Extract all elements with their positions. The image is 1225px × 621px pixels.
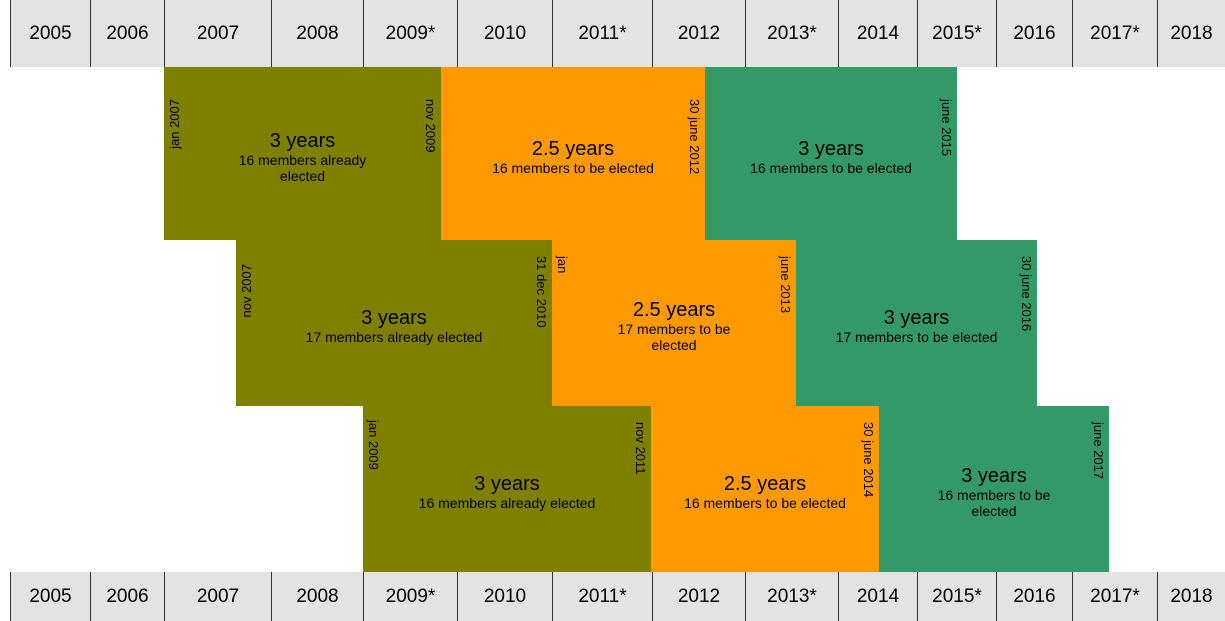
year-cell: 2016 bbox=[996, 0, 1072, 67]
duration: 2.5 years bbox=[531, 137, 615, 160]
duration: 2.5 years bbox=[723, 473, 807, 496]
members: 16 members to be elected bbox=[684, 495, 846, 512]
year-cell: 2017* bbox=[1072, 0, 1157, 67]
members: 16 members to be elected bbox=[492, 159, 654, 176]
year-cell: 2010 bbox=[457, 0, 552, 67]
term-text: 3 years 17 members already elected bbox=[274, 307, 514, 345]
duration: 2.5 years bbox=[632, 299, 716, 322]
end-date: nov 2009 bbox=[423, 99, 438, 153]
year-cell: 2010 bbox=[457, 572, 552, 621]
year-cell: 2008 bbox=[271, 0, 363, 67]
duration: 3 years bbox=[361, 307, 427, 330]
year-cell: 2015* bbox=[917, 572, 996, 621]
members: 16 members already elected bbox=[238, 151, 367, 184]
members: 16 members to be elected bbox=[750, 159, 912, 176]
year-cell: 2013* bbox=[745, 0, 838, 67]
duration: 3 years bbox=[798, 137, 864, 160]
term-block: 3 years 16 members to be elected june 2015 bbox=[705, 67, 957, 240]
term-text: 2.5 years 17 members to be elected bbox=[599, 299, 749, 353]
end-date: june 2013 bbox=[778, 256, 793, 314]
year-cell: 2013* bbox=[745, 572, 838, 621]
end-date: june 2015 bbox=[939, 99, 954, 157]
end-date: nov 2011 bbox=[633, 422, 648, 475]
year-cell: 2016 bbox=[996, 572, 1072, 621]
term-block: 2.5 years 16 members to be elected 30 june… bbox=[651, 406, 879, 572]
term-block: 3 years 17 members already elected nov 200… bbox=[236, 240, 552, 406]
term-text: 3 years 17 members to be elected bbox=[807, 307, 1027, 345]
year-cell: 2014 bbox=[838, 0, 917, 67]
year-cell: 2008 bbox=[271, 572, 363, 621]
year-cell: 2017* bbox=[1072, 572, 1157, 621]
start-date: jan 2009 bbox=[366, 420, 381, 470]
term-block: 2.5 years 17 members to be elected jan june… bbox=[552, 240, 796, 406]
year-header-top: 2005 2006 2007 2008 2009* 2010 2011* 2012 2013* 2… bbox=[10, 0, 1225, 67]
year-cell: 2006 bbox=[90, 0, 164, 67]
year-cell: 2005 bbox=[10, 0, 90, 67]
start-date: jan 2007 bbox=[167, 99, 182, 149]
term-text: 2.5 years 16 members to be elected bbox=[655, 473, 875, 511]
duration: 3 years bbox=[474, 473, 540, 496]
end-date: 30 june 2014 bbox=[861, 422, 876, 498]
year-cell: 2018 bbox=[1157, 0, 1225, 67]
year-cell: 2018 bbox=[1157, 572, 1225, 621]
term-text: 3 years 16 members already elected bbox=[387, 473, 627, 511]
year-cell: 2015* bbox=[917, 0, 996, 67]
members: 17 members already elected bbox=[305, 329, 483, 346]
year-cell: 2007 bbox=[164, 572, 271, 621]
year-cell: 2011* bbox=[552, 572, 652, 621]
year-cell: 2006 bbox=[90, 572, 164, 621]
year-cell: 2012 bbox=[652, 0, 745, 67]
end-date: 30 june 2012 bbox=[687, 99, 702, 175]
term-text: 3 years 16 members to be elected bbox=[919, 465, 1069, 519]
year-cell: 2012 bbox=[652, 572, 745, 621]
members: 17 members to be elected bbox=[617, 321, 731, 354]
duration: 3 years bbox=[883, 307, 950, 330]
year-cell: 2011* bbox=[552, 0, 652, 67]
duration: 3 years bbox=[269, 129, 336, 152]
term-block: 3 years 17 members to be elected 30 june 2… bbox=[796, 240, 1037, 406]
term-text: 2.5 years 16 members to be elected bbox=[463, 138, 683, 176]
end-date: 30 june 2016 bbox=[1019, 256, 1034, 332]
term-block: 3 years 16 members already elected jan 200… bbox=[164, 67, 441, 240]
year-cell: 2007 bbox=[164, 0, 271, 67]
year-cell: 2009* bbox=[363, 0, 457, 67]
term-text: 3 years 16 members already elected bbox=[223, 130, 383, 184]
start-date: jan bbox=[555, 256, 570, 274]
term-block: 3 years 16 members already elected jan 200… bbox=[363, 406, 651, 572]
year-header-bottom: 2005 2006 2007 2008 2009* 2010 2011* 2012 2013* 2… bbox=[10, 572, 1225, 621]
members: 17 members to be elected bbox=[835, 329, 998, 346]
members: 16 members already elected bbox=[418, 495, 596, 512]
term-block: 3 years 16 members to be elected june 2017 bbox=[879, 406, 1109, 572]
term-block: 2.5 years 16 members to be elected 30 june… bbox=[441, 67, 705, 240]
year-cell: 2009* bbox=[363, 572, 457, 621]
year-cell: 2014 bbox=[838, 572, 917, 621]
term-text: 3 years 16 members to be elected bbox=[721, 138, 941, 176]
end-date: june 2017 bbox=[1091, 422, 1106, 480]
start-date: nov 2007 bbox=[239, 264, 254, 318]
year-cell: 2005 bbox=[10, 572, 90, 621]
end-date: 31 dec 2010 bbox=[534, 256, 549, 328]
duration: 3 years bbox=[961, 465, 1027, 488]
members: 16 members to be elected bbox=[937, 487, 1051, 520]
